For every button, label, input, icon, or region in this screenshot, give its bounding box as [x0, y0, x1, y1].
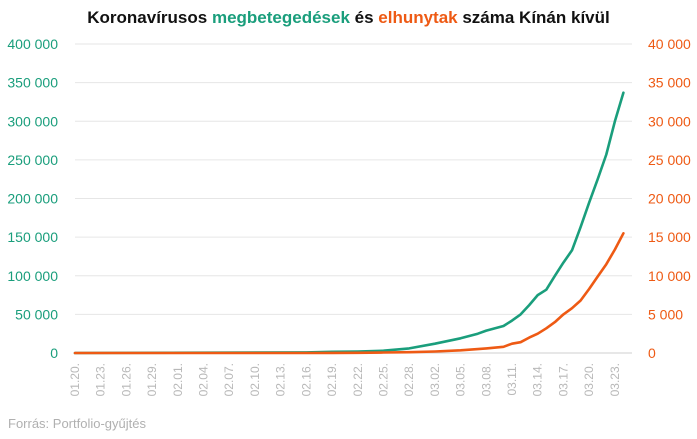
- y-left-tick-label: 400 000: [7, 36, 58, 52]
- source-note: Forrás: Portfolio-gyűjtés: [8, 416, 146, 431]
- y-left-tick-label: 300 000: [7, 113, 58, 129]
- title-part: száma Kínán kívül: [457, 8, 610, 27]
- x-tick-label: 02.04.: [197, 363, 211, 396]
- y-right-tick-label: 25 000: [648, 152, 691, 168]
- chart-title: Koronavírusos megbetegedések és elhunyta…: [0, 8, 697, 28]
- y-left-tick-label: 350 000: [7, 75, 58, 91]
- series-line-cases: [73, 91, 625, 355]
- x-tick-label: 03.05.: [454, 363, 468, 396]
- x-tick-label: 03.08.: [479, 363, 493, 396]
- x-tick-label: 02.28.: [402, 363, 416, 396]
- y-right-tick-label: 10 000: [648, 268, 691, 284]
- y-left-tick-label: 0: [50, 345, 58, 361]
- y-left-tick-label: 200 000: [7, 191, 58, 207]
- y-right-tick-label: 40 000: [648, 36, 691, 52]
- x-tick-label: 01.26.: [119, 363, 133, 396]
- x-tick-label: 03.20.: [582, 363, 596, 396]
- x-tick-label: 01.23.: [94, 363, 108, 396]
- x-tick-label: 03.11.: [505, 363, 519, 395]
- y-left-tick-label: 50 000: [15, 306, 58, 322]
- title-part: Koronavírusos: [87, 8, 212, 27]
- y-right-tick-label: 15 000: [648, 229, 691, 245]
- y-left-tick-label: 100 000: [7, 268, 58, 284]
- y-right-tick-label: 0: [648, 345, 656, 361]
- x-tick-label: 03.23.: [608, 363, 622, 396]
- x-tick-label: 02.07.: [222, 363, 236, 396]
- y-right-tick-label: 35 000: [648, 75, 691, 91]
- y-right-tick-label: 20 000: [648, 191, 691, 207]
- y-right-tick-label: 30 000: [648, 113, 691, 129]
- y-left-tick-label: 250 000: [7, 152, 58, 168]
- y-left-tick-label: 150 000: [7, 229, 58, 245]
- series-line-deaths: [73, 232, 625, 355]
- x-tick-label: 02.01.: [171, 363, 185, 396]
- x-tick-label: 03.17.: [556, 363, 570, 396]
- title-part: és: [349, 8, 379, 27]
- x-tick-label: 03.14.: [531, 363, 545, 396]
- y-right-tick-label: 5 000: [648, 306, 683, 322]
- x-tick-label: 02.22.: [351, 363, 365, 396]
- x-tick-label: 03.02.: [428, 363, 442, 396]
- x-tick-label: 02.25.: [376, 363, 390, 396]
- title-part-cases: megbetegedések: [211, 8, 350, 27]
- title-part-deaths: elhunytak: [378, 8, 458, 27]
- x-tick-label: 02.19.: [325, 363, 339, 396]
- x-tick-label: 02.13.: [274, 363, 288, 396]
- x-tick-label: 01.20.: [68, 363, 82, 396]
- x-tick-label: 02.10.: [248, 363, 262, 396]
- x-tick-label: 01.29.: [145, 363, 159, 396]
- x-tick-label: 02.16.: [299, 363, 313, 396]
